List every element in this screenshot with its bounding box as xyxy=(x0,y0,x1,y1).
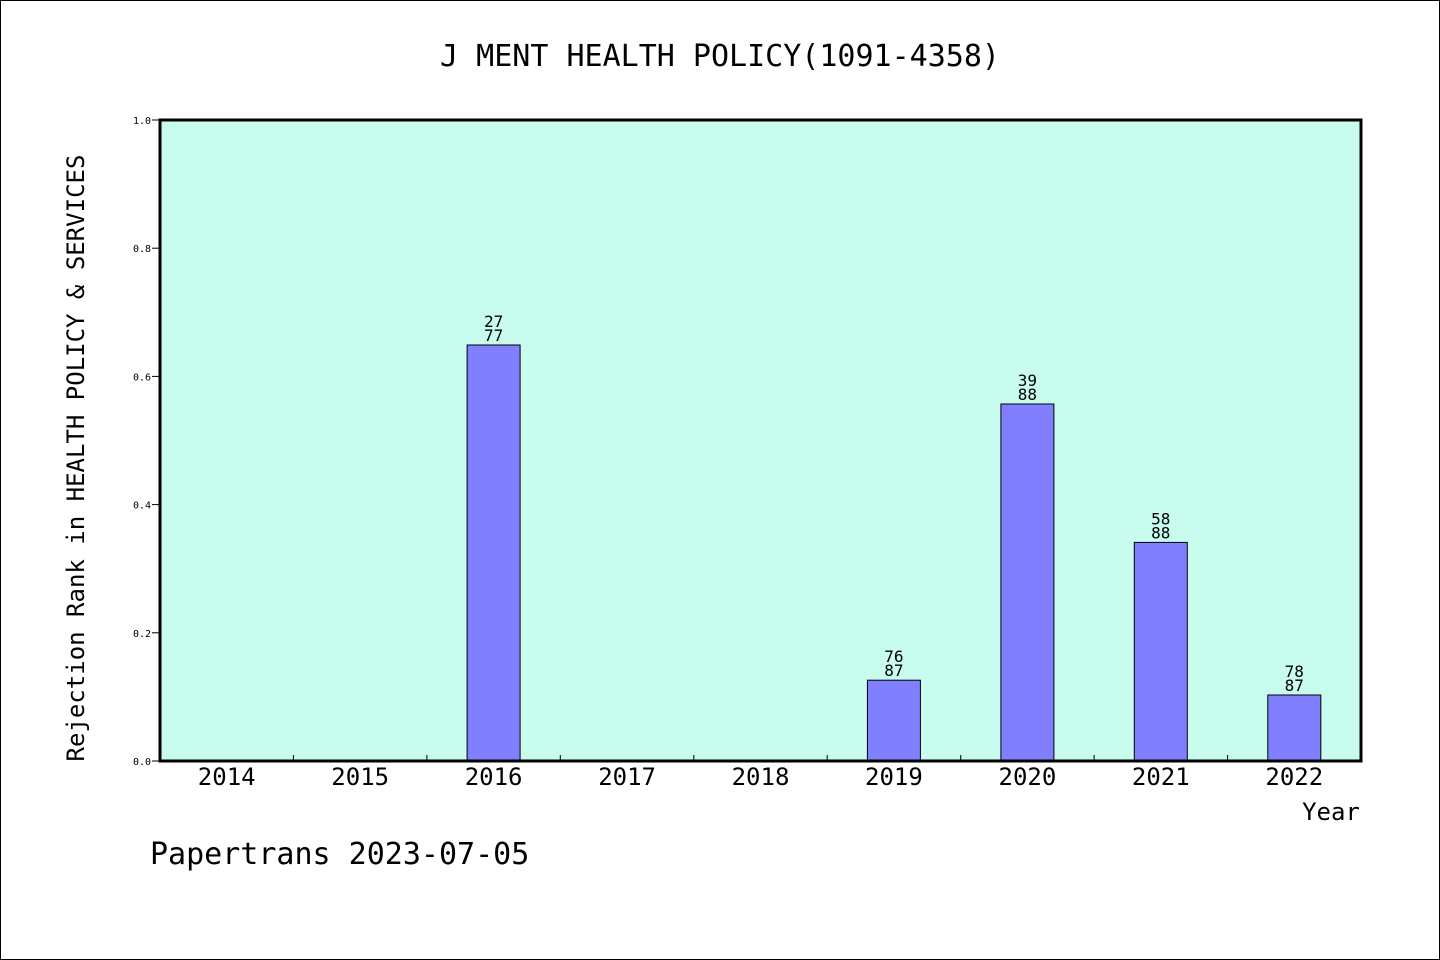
bar-2022 xyxy=(1267,694,1322,762)
x-tick-label-2017: 2017 xyxy=(598,763,656,791)
bar-label-2016-line2: 77 xyxy=(484,326,503,345)
y-axis-ticks: 0.0 0.2 0.4 0.6 0.8 1.0 xyxy=(133,116,160,768)
x-tick-label-2020: 2020 xyxy=(999,763,1057,791)
footer-credit: Papertrans 2023-07-05 xyxy=(150,837,529,872)
bar-label-2022-line1: 78 xyxy=(1285,662,1304,681)
bar-label-2016-line1: 27 xyxy=(484,312,503,331)
bar-label-2020-line2: 88 xyxy=(1018,385,1037,404)
bar-label-2019-line1: 76 xyxy=(884,647,903,666)
bar-label-2019-line2: 87 xyxy=(884,661,903,680)
bar-label-2021-line2: 88 xyxy=(1151,523,1170,542)
bar-2016 xyxy=(466,344,521,762)
x-tick-label-2019: 2019 xyxy=(865,763,923,791)
bar-label-2021-line1: 58 xyxy=(1151,509,1170,528)
x-tick-label-2022: 2022 xyxy=(1265,763,1323,791)
y-tick-label: 1.0 xyxy=(133,116,151,127)
bars-layer xyxy=(466,344,1322,762)
x-axis-ticks: 2014 2015 2016 2017 2018 2019 2020 2021 2022 xyxy=(198,755,1323,791)
y-tick-label: 0.0 xyxy=(133,757,151,768)
x-tick-label-2014: 2014 xyxy=(198,763,256,791)
y-tick-label: 0.6 xyxy=(133,372,151,383)
y-tick-label: 0.2 xyxy=(133,629,151,640)
y-axis-label: Rejection Rank in HEALTH POLICY & SERVIC… xyxy=(62,155,90,762)
x-tick-label-2015: 2015 xyxy=(331,763,389,791)
x-tick-label-2016: 2016 xyxy=(465,763,523,791)
bar-2021 xyxy=(1133,541,1188,762)
bar-2020 xyxy=(1000,403,1055,762)
x-tick-label-2018: 2018 xyxy=(732,763,790,791)
bar-label-2022-line2: 87 xyxy=(1285,676,1304,695)
y-tick-label: 0.4 xyxy=(133,501,151,512)
x-axis-label: Year xyxy=(1302,798,1360,826)
bar-2019 xyxy=(866,679,921,762)
y-tick-label: 0.8 xyxy=(133,244,151,255)
bar-label-2020-line1: 39 xyxy=(1018,371,1037,390)
chart-title: J MENT HEALTH POLICY(1091-4358) xyxy=(440,39,1000,74)
plot-border xyxy=(158,118,1363,763)
x-tick-label-2021: 2021 xyxy=(1132,763,1190,791)
